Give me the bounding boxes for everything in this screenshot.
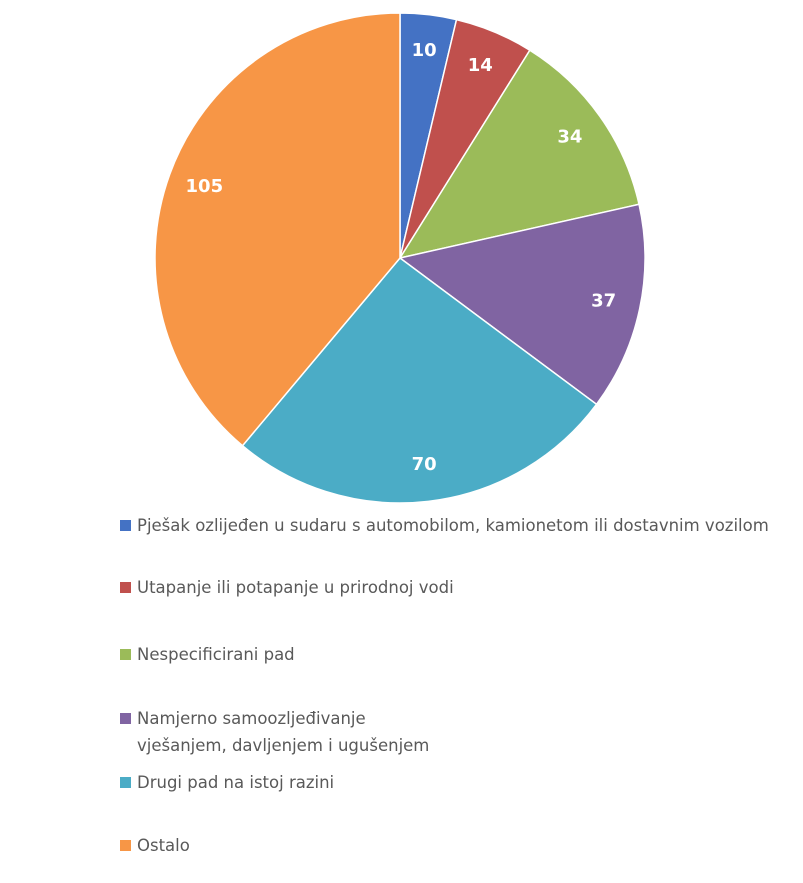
legend-label: Drugi pad na istoj razini — [137, 773, 335, 792]
legend-label: Ostalo — [137, 836, 190, 855]
pie-slice — [398, 49, 640, 260]
legend-swatch — [120, 520, 131, 531]
legend-item: Pješak ozlijeđen u sudaru s automobilom,… — [120, 512, 769, 539]
legend-item: Utapanje ili potapanje u prirodnoj vodi — [120, 574, 454, 601]
legend-swatch — [120, 777, 131, 788]
legend-swatch — [120, 840, 131, 851]
legend-label: Namjerno samoozljeđivanje vješanjem, dav… — [137, 709, 430, 755]
legend-label: Pješak ozlijeđen u sudaru s automobilom,… — [137, 516, 769, 535]
legend-label: Utapanje ili potapanje u prirodnoj vodi — [137, 578, 454, 597]
legend-label: Nespecificirani pad — [137, 645, 295, 664]
data-label: 70 — [412, 454, 437, 475]
legend-item: Ostalo — [120, 832, 190, 859]
pie-area: 10 14 34 37 70 105 — [154, 12, 646, 504]
legend-item: Namjerno samoozljeđivanje vješanjem, dav… — [120, 705, 460, 759]
legend-swatch — [120, 713, 131, 724]
data-label: 105 — [186, 176, 224, 197]
legend-item: Drugi pad na istoj razini — [120, 769, 334, 796]
pie-slice — [398, 203, 646, 406]
data-label: 34 — [557, 127, 582, 148]
legend-item: Nespecificirani pad — [120, 641, 295, 668]
legend-swatch — [120, 582, 131, 593]
legend-swatch — [120, 649, 131, 660]
data-label: 14 — [468, 55, 493, 76]
data-label: 10 — [412, 40, 437, 61]
pie-slice — [241, 256, 598, 504]
data-label: 37 — [591, 290, 616, 311]
pie-slice — [154, 12, 401, 447]
